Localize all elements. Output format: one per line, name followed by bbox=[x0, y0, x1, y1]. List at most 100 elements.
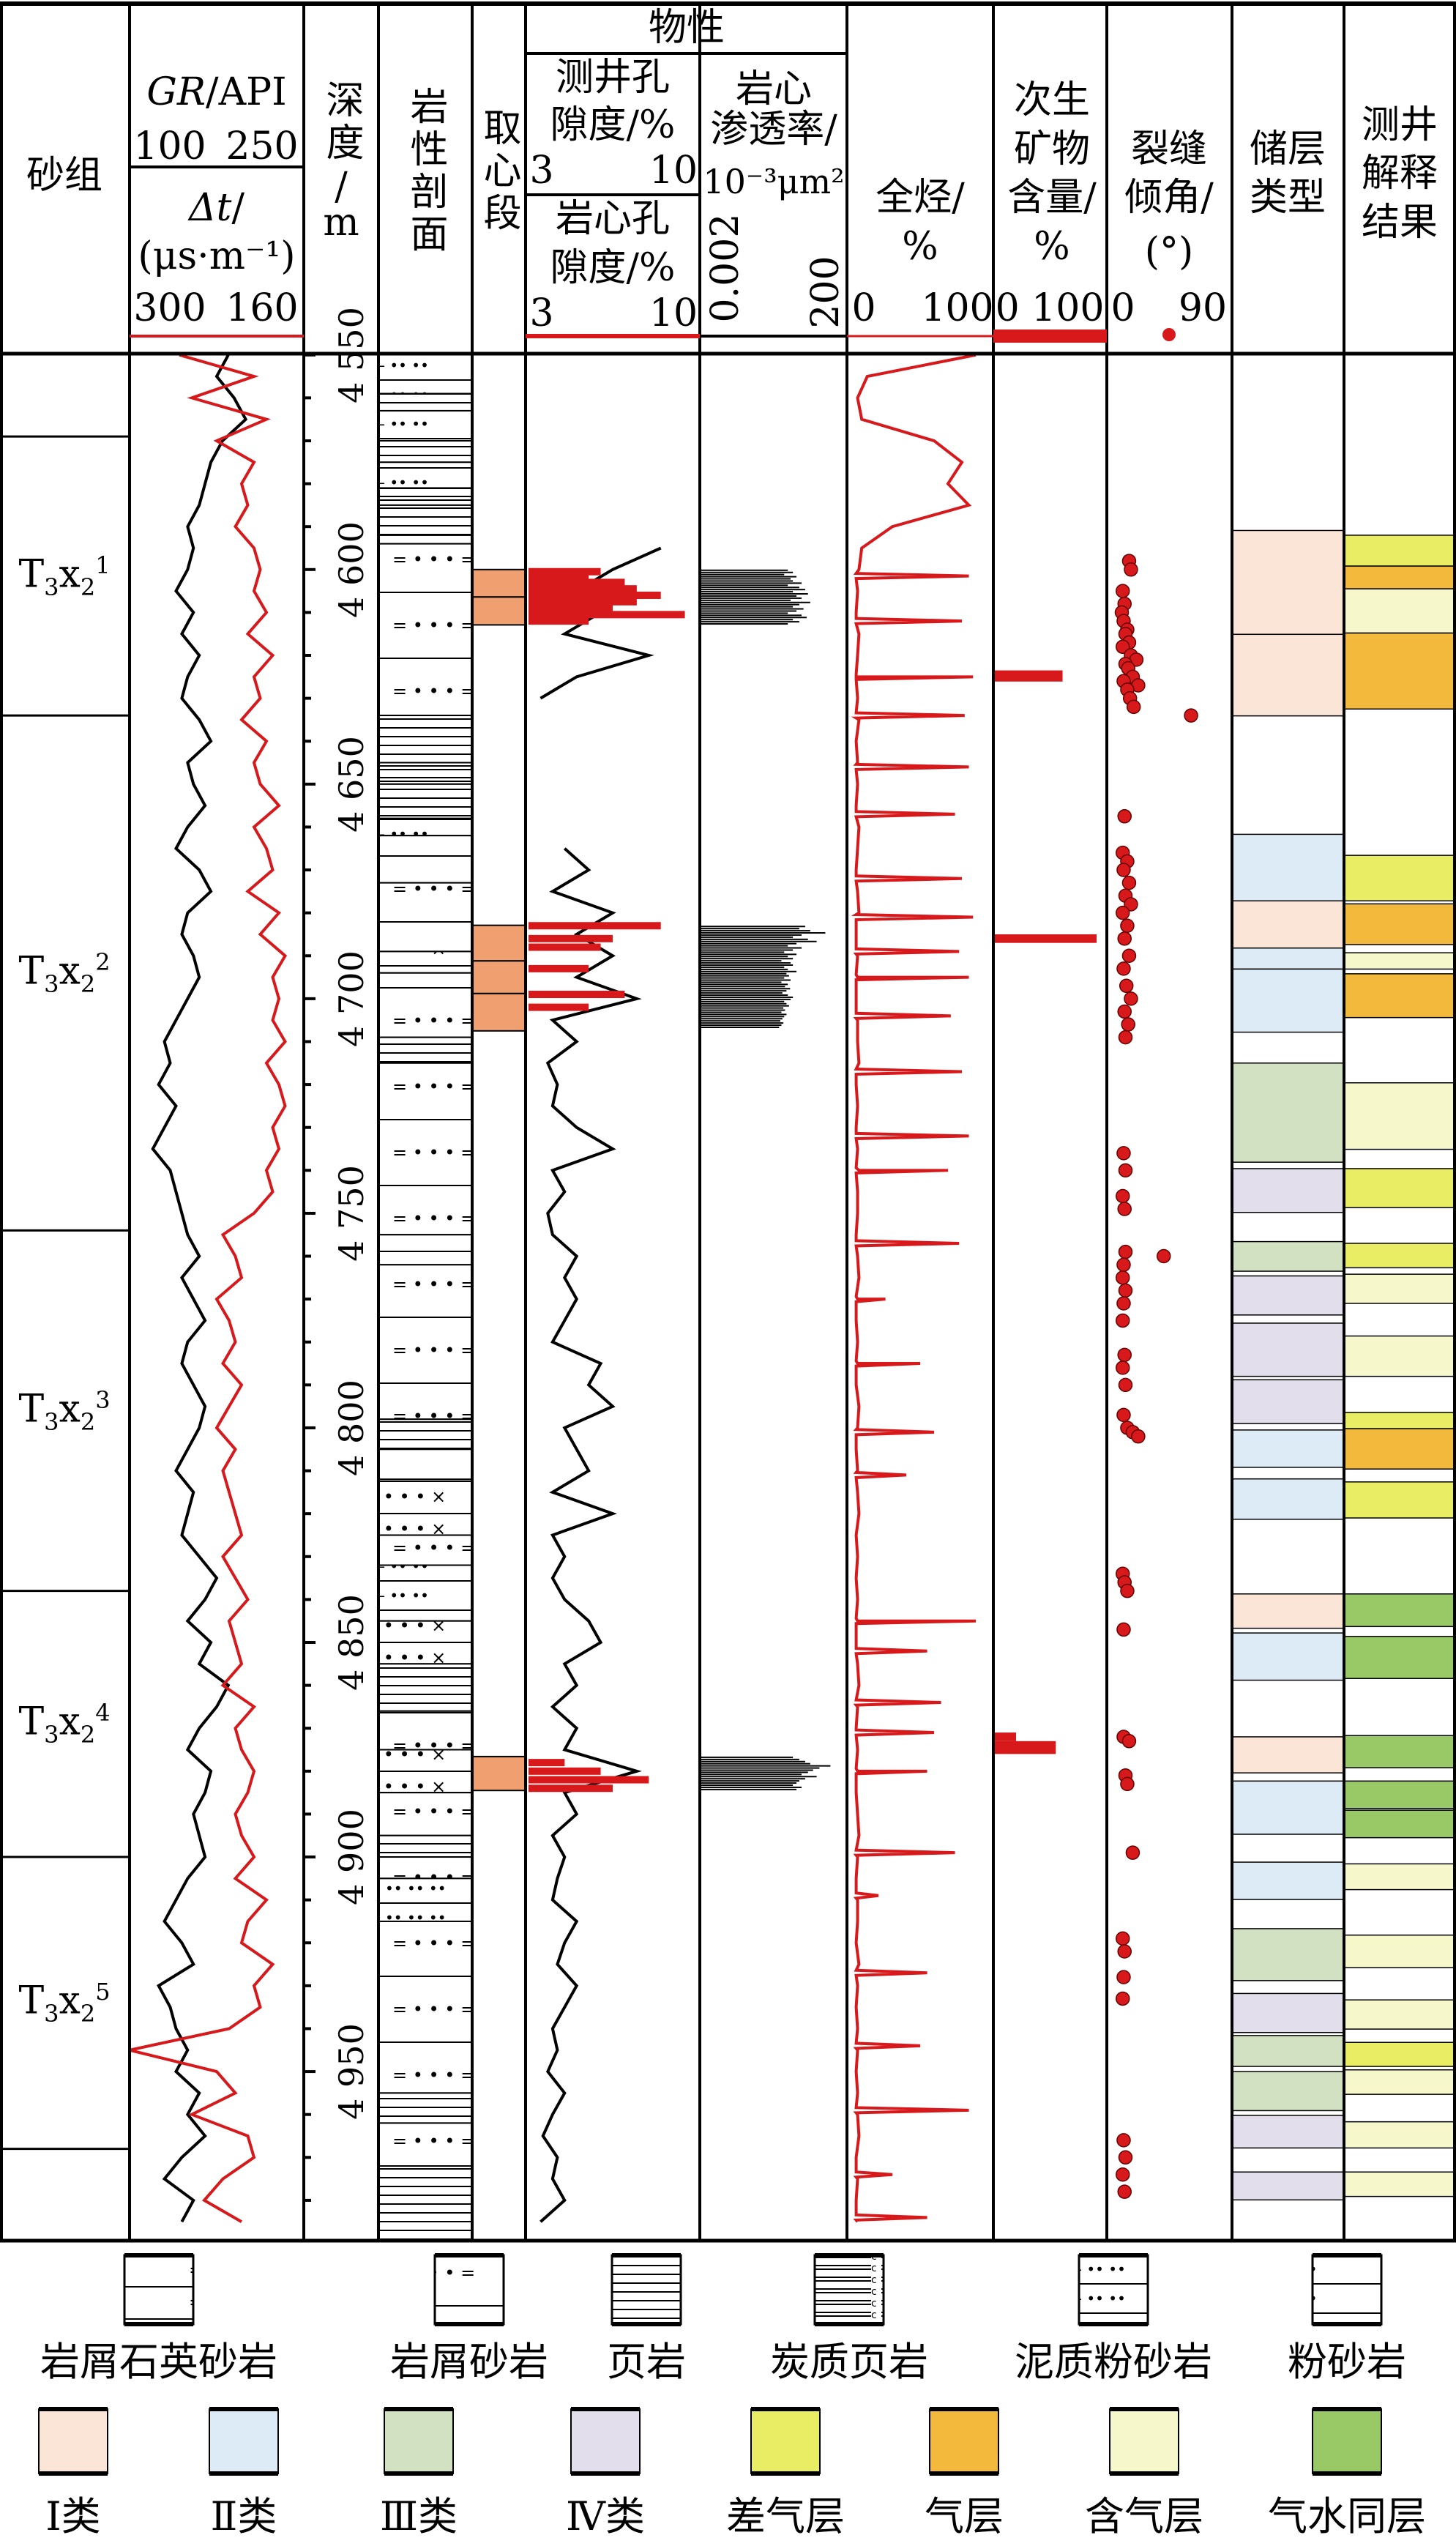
core-perm-bar bbox=[701, 608, 804, 610]
legend-label-class_IV: Ⅳ类 bbox=[566, 2493, 645, 2539]
core-porosity-bar bbox=[529, 617, 589, 625]
interpretation-gas bbox=[1343, 565, 1456, 589]
lithology-muddy-siltstone bbox=[378, 353, 473, 395]
mineral-bar bbox=[993, 1732, 1016, 1741]
core-perm-bar bbox=[701, 576, 797, 578]
interpretation-gas_bearing bbox=[1343, 2069, 1456, 2095]
core-perm-bar bbox=[701, 1020, 780, 1022]
core-perm-bar bbox=[701, 1026, 780, 1028]
sand-group-sup: 3 bbox=[95, 1385, 111, 1414]
sand-group-base: T bbox=[18, 949, 45, 994]
interpretation-poor_gas bbox=[1343, 1243, 1456, 1269]
core-perm-bar bbox=[701, 610, 797, 612]
core-porosity-bar bbox=[529, 1784, 613, 1793]
lithology-debris-sandstone bbox=[378, 1710, 473, 1751]
sand-group-s1: 3 bbox=[44, 2000, 59, 2028]
core-porosity-min: 3 bbox=[529, 291, 554, 335]
reservoir-class-IV bbox=[1231, 1322, 1345, 1377]
lithology-shale bbox=[378, 392, 473, 412]
core-perm-bar bbox=[701, 947, 802, 949]
lithology-debris-sandstone bbox=[378, 972, 473, 1038]
reservoir-class-IV bbox=[1231, 2171, 1345, 2201]
legend-label-class_I: Ⅰ类 bbox=[45, 2493, 101, 2539]
legend-label-quartz-debris-sandstone: 岩屑石英砂岩 bbox=[40, 2339, 277, 2385]
fracture-dip-point bbox=[1131, 1429, 1146, 1444]
core-porosity-max: 10 bbox=[649, 291, 698, 335]
core-perm-bar bbox=[701, 1784, 794, 1786]
core-perm-bar bbox=[701, 953, 797, 956]
reservoir-class-III bbox=[1231, 1240, 1345, 1272]
sand-group-mid: x bbox=[59, 1979, 81, 2023]
interpretation-gas_water bbox=[1343, 1593, 1456, 1628]
core-perm-bar bbox=[701, 1024, 782, 1027]
gr-title-unit: /API bbox=[206, 70, 287, 114]
fracture-dip-point bbox=[1117, 1347, 1132, 1363]
sand-group-sup: 5 bbox=[95, 1978, 111, 2006]
reservoir-class-II bbox=[1231, 1478, 1345, 1520]
core-porosity-bar bbox=[529, 1776, 649, 1784]
lithology-muddy-siltstone bbox=[378, 1564, 473, 1622]
fracture-dip-point bbox=[1118, 1283, 1133, 1298]
core-porosity-bar bbox=[529, 922, 661, 930]
core-perm-unit: 10⁻³μm² bbox=[703, 162, 845, 201]
sand-group-label: T3x25 bbox=[18, 1980, 110, 2025]
core-section bbox=[471, 992, 526, 1032]
core-porosity-bar bbox=[529, 964, 589, 972]
core-perm-bar bbox=[701, 986, 785, 988]
header-depth-unit: m bbox=[323, 201, 359, 245]
interpretation-gas_bearing bbox=[1343, 952, 1456, 970]
ac-max-label: 160 bbox=[225, 286, 299, 330]
reservoir-class-IV bbox=[1231, 2115, 1345, 2149]
legend-label-carbonaceous-shale: 炭质页岩 bbox=[770, 2339, 928, 2385]
fracture-dip-point bbox=[1118, 1163, 1133, 1178]
core-perm-bar bbox=[701, 972, 787, 975]
core-perm-bar bbox=[701, 964, 794, 966]
legend-label-siltstone: 粉砂岩 bbox=[1288, 2339, 1406, 2385]
core-porosity-line2: 隙度/% bbox=[550, 246, 676, 290]
lithology-debris-sandstone bbox=[378, 2122, 473, 2167]
core-perm-bar bbox=[701, 956, 788, 958]
dip-line2: 倾角/ bbox=[1124, 176, 1214, 220]
header-ac-title: Δt/ bbox=[189, 189, 244, 227]
core-perm-bar bbox=[701, 926, 805, 928]
core-porosity-bar bbox=[529, 578, 625, 587]
fracture-dip-point bbox=[1121, 948, 1137, 964]
fracture-dip-point bbox=[1120, 1776, 1135, 1792]
total-hc-max: 100 bbox=[921, 286, 994, 330]
core-perm-bar bbox=[701, 573, 785, 576]
fracture-dip-point bbox=[1117, 1202, 1132, 1216]
total-hc-curve bbox=[851, 353, 977, 2223]
sand-group-base: T bbox=[18, 1386, 45, 1431]
interpretation-gas_bearing bbox=[1343, 2171, 1456, 2197]
header-depth: 深度/ bbox=[319, 80, 363, 213]
reservoir-class-I bbox=[1231, 1593, 1345, 1629]
lithology-debris-sandstone bbox=[378, 1234, 473, 1266]
fracture-dip-point bbox=[1117, 809, 1132, 824]
core-perm-bar bbox=[701, 591, 794, 593]
reservoir-class-I bbox=[1231, 900, 1345, 949]
legend-swatch-siltstone bbox=[1311, 2254, 1383, 2326]
lithology-debris-sandstone bbox=[378, 1264, 473, 1421]
sand-group-sup: 2 bbox=[95, 948, 111, 976]
legend-label-gas_bearing: 含气层 bbox=[1085, 2493, 1203, 2539]
fracture-dip-point bbox=[1115, 1188, 1130, 1204]
core-perm-bar bbox=[701, 1013, 787, 1016]
fracture-dip-point bbox=[1115, 905, 1130, 920]
fracture-dip-point bbox=[1116, 1970, 1131, 1984]
depth-label: 4 600 bbox=[332, 521, 371, 618]
core-perm-bar bbox=[701, 1756, 794, 1758]
fracture-dip-point bbox=[1115, 1313, 1130, 1328]
core-perm-bar bbox=[701, 617, 807, 619]
core-porosity-bar bbox=[529, 1759, 565, 1767]
mineral-range: 0 100 bbox=[995, 286, 1105, 330]
interpretation-gas_bearing bbox=[1343, 1273, 1456, 1304]
fracture-dip-point bbox=[1120, 1583, 1135, 1598]
interpretation-gas_bearing bbox=[1343, 1934, 1456, 1969]
legend-swatch-muddy-siltstone bbox=[1078, 2254, 1149, 2326]
core-section bbox=[471, 960, 526, 994]
fracture-dip-point bbox=[1156, 1248, 1171, 1264]
total-hc-min: 0 bbox=[851, 286, 876, 330]
reservoir-type-line2: 类型 bbox=[1249, 176, 1326, 220]
interpretation-poor_gas bbox=[1343, 855, 1456, 902]
core-perm-bar bbox=[701, 1016, 785, 1018]
